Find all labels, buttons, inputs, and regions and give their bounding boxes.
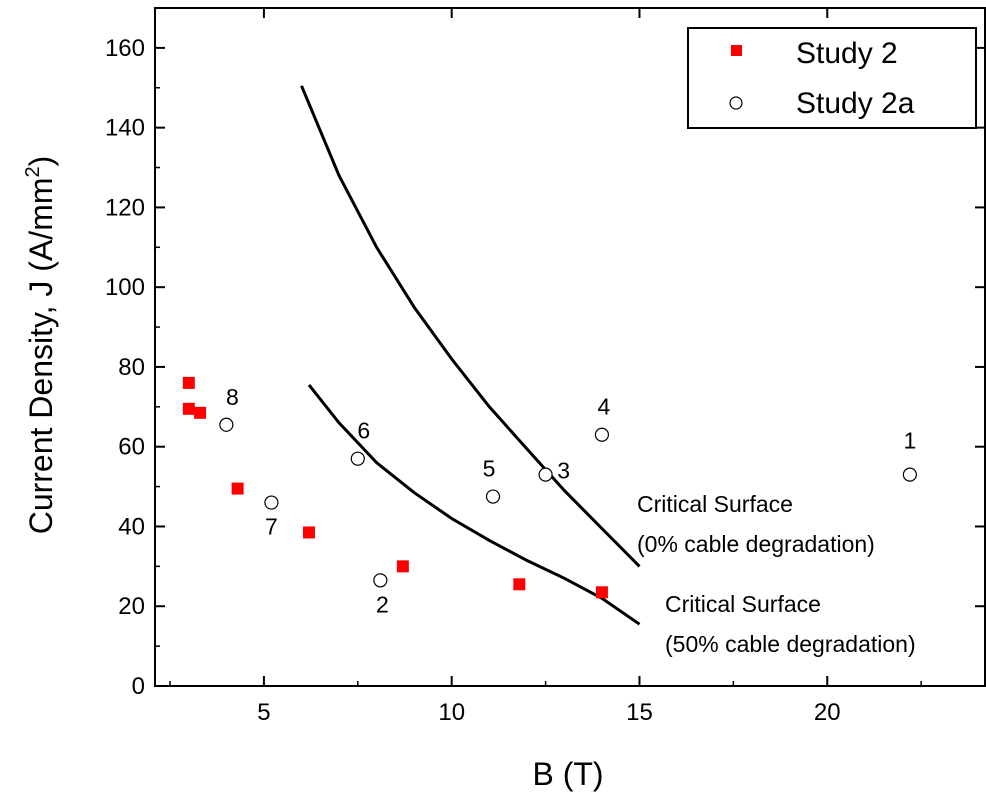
study-2a-point bbox=[594, 427, 610, 442]
study-2a-point bbox=[485, 489, 501, 504]
study-2a-point bbox=[350, 451, 365, 466]
plot-frame bbox=[154, 7, 986, 687]
study-2a-point bbox=[373, 573, 388, 588]
study-2-point bbox=[513, 578, 526, 591]
x-axis: 5 10 15 20 bbox=[169, 8, 922, 726]
critical-surface-curves bbox=[300, 85, 641, 626]
y-tick-label: 80 bbox=[118, 354, 145, 381]
point-label: 4 bbox=[598, 394, 611, 420]
study-2-point bbox=[396, 560, 409, 573]
point-label: 1 bbox=[903, 428, 916, 454]
legend: Study 2 Study 2a bbox=[687, 27, 977, 129]
study-2-point bbox=[302, 526, 315, 539]
x-tick-label: 20 bbox=[814, 699, 841, 726]
legend-label-study-2: Study 2 bbox=[796, 37, 898, 70]
critical-surface-curve bbox=[300, 85, 641, 568]
point-label: 7 bbox=[265, 514, 278, 540]
data-series bbox=[182, 376, 917, 599]
y-axis-title-superscript: 2 bbox=[22, 166, 44, 177]
point-label: 3 bbox=[557, 458, 570, 484]
y-tick-label: 120 bbox=[105, 194, 145, 221]
x-tick-label: 5 bbox=[257, 699, 270, 726]
y-tick-label: 160 bbox=[105, 35, 145, 62]
study-2-point bbox=[194, 406, 207, 419]
legend-marker-study-2a bbox=[729, 96, 743, 110]
curve-label: Critical Surface bbox=[637, 491, 793, 517]
study-2a-point bbox=[219, 417, 234, 432]
curve-label: (0% cable degradation) bbox=[637, 531, 875, 557]
study-2a-point bbox=[538, 467, 553, 482]
legend-box bbox=[687, 27, 977, 129]
study-2-point bbox=[595, 586, 608, 599]
point-label: 5 bbox=[483, 456, 496, 482]
y-tick-label: 0 bbox=[132, 673, 145, 700]
curve-labels: Critical Surface (0% cable degradation) Cr… bbox=[637, 491, 916, 657]
x-tick-label: 10 bbox=[438, 699, 465, 726]
study-2a-point bbox=[264, 495, 279, 510]
curve-label: (50% cable degradation) bbox=[665, 631, 916, 657]
y-tick-label: 20 bbox=[118, 593, 145, 620]
y-tick-label: 40 bbox=[118, 513, 145, 540]
study-2-point bbox=[231, 482, 244, 495]
point-label: 8 bbox=[226, 384, 239, 410]
plot-area-border bbox=[154, 7, 986, 687]
y-axis-title: Current Density, J (A/mm2) bbox=[22, 156, 59, 535]
point-labels: 1 2 3 4 5 6 7 8 bbox=[226, 384, 916, 618]
point-label: 2 bbox=[376, 591, 389, 617]
study-2-point bbox=[182, 376, 195, 389]
legend-label-study-2a: Study 2a bbox=[796, 87, 915, 120]
y-axis-title-end: ) bbox=[23, 156, 59, 167]
y-axis-title-main: Current Density, J (A/mm bbox=[23, 177, 59, 534]
x-tick-label: 15 bbox=[626, 699, 653, 726]
y-tick-label: 140 bbox=[105, 115, 145, 142]
y-axis: 0 20 40 60 80 100 120 140 160 bbox=[105, 7, 985, 700]
y-tick-label: 60 bbox=[118, 434, 145, 461]
point-label: 6 bbox=[357, 418, 370, 444]
study-2a-point bbox=[902, 467, 917, 482]
study-2-point bbox=[182, 402, 195, 415]
legend-marker-study-2 bbox=[731, 45, 742, 56]
y-tick-label: 100 bbox=[105, 274, 145, 301]
curve-label: Critical Surface bbox=[665, 591, 821, 617]
critical-surface-curve bbox=[307, 383, 641, 626]
x-axis-title: B (T) bbox=[532, 756, 603, 792]
